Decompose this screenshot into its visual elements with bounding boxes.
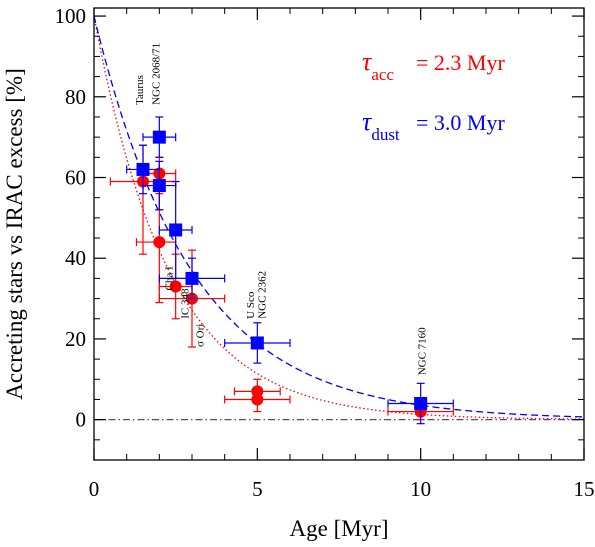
- x-tick-label: 0: [89, 477, 100, 501]
- accretion-point: [224, 386, 291, 413]
- dust-point: [142, 160, 177, 211]
- cluster-label: Taurus: [134, 75, 146, 105]
- timescale-annotation: τacc = 2.3 Myr: [362, 47, 505, 84]
- square-marker: [250, 336, 264, 350]
- plot-frame: [93, 7, 585, 461]
- square-marker: [414, 397, 428, 410]
- cluster-label: σ Ori: [194, 324, 206, 347]
- cluster-label: Cha I: [163, 266, 175, 290]
- dust-point: [387, 382, 454, 425]
- cluster-label: NGC 2068/71: [150, 43, 162, 105]
- y-tick-label: 0: [76, 408, 87, 432]
- x-tick-label: 15: [574, 477, 595, 501]
- exponential-fit-curves: [93, 15, 585, 420]
- square-marker: [136, 162, 150, 176]
- x-axis-label: Age [Myr]: [290, 516, 389, 541]
- data-series: [109, 116, 454, 425]
- square-marker: [152, 130, 166, 144]
- tick-labels: 0 5 10 15 0 20 40 60 80 100: [55, 4, 595, 501]
- x-tick-label: 5: [252, 477, 263, 501]
- timescale-annotation: τdust = 3.0 Myr: [362, 107, 505, 144]
- circle-marker: [153, 236, 166, 249]
- accretion-fit-curve: [93, 15, 585, 420]
- cluster-label: NGC 2362: [257, 271, 269, 319]
- dust-point: [158, 257, 226, 300]
- x-tick-label: 10: [410, 477, 431, 501]
- y-tick-label: 80: [65, 85, 86, 109]
- y-tick-label: 40: [65, 246, 86, 270]
- y-tick-label: 60: [65, 166, 86, 190]
- axis-ticks: [93, 8, 585, 461]
- dust-fit-curve: [93, 15, 585, 418]
- y-tick-label: 20: [65, 327, 86, 351]
- cluster-label: U Sco: [245, 291, 257, 319]
- square-marker: [185, 271, 199, 285]
- square-marker: [152, 179, 166, 193]
- y-axis-label: Accreting stars vs IRAC excess [%]: [2, 68, 27, 400]
- dust-point: [224, 322, 291, 364]
- timescale-annotations: τacc = 2.3 Myr τdust = 3.0 Myr: [362, 47, 505, 144]
- y-tick-label: 100: [55, 4, 87, 28]
- dust-point: [142, 116, 177, 158]
- square-marker: [169, 223, 183, 237]
- circle-marker: [251, 393, 264, 406]
- cluster-label: NGC 7160: [417, 327, 429, 375]
- circle-marker: [169, 280, 182, 293]
- cluster-label: IC 348: [180, 288, 192, 319]
